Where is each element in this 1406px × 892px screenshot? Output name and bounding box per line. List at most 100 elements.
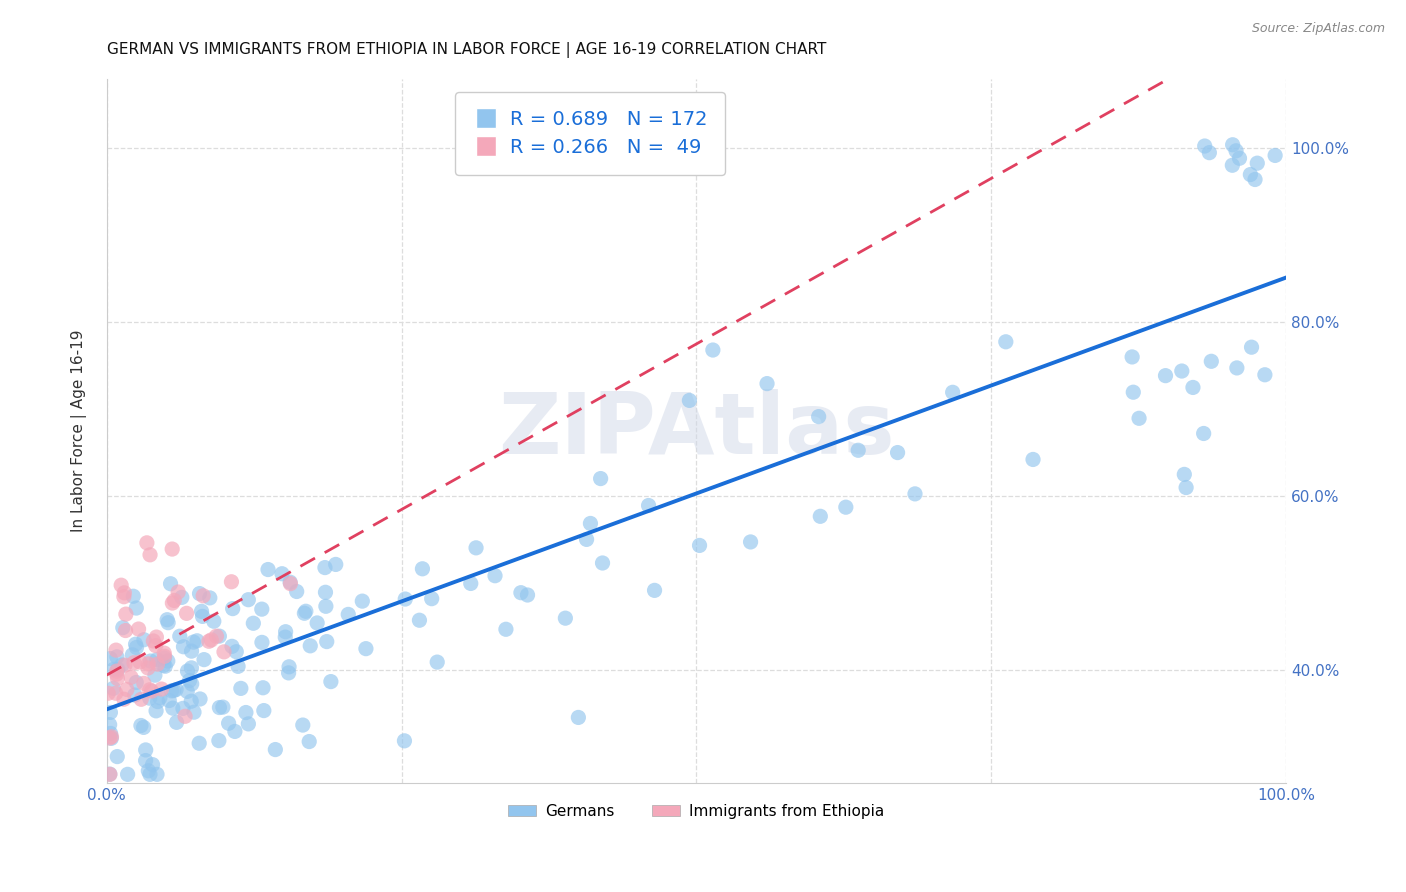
Point [155, 659, 177, 673]
Point [180, 661, 202, 675]
Point [163, 683, 186, 698]
Point [1226, 360, 1249, 375]
Point [107, 662, 129, 676]
Point [188, 586, 211, 600]
Point [112, 692, 135, 706]
Point [172, 640, 194, 654]
Point [97, 686, 120, 700]
Point [152, 658, 174, 673]
Point [157, 693, 180, 707]
Point [394, 734, 416, 748]
Point [678, 393, 700, 408]
Point [589, 472, 612, 486]
Legend: Germans, Immigrants from Ethiopia: Germans, Immigrants from Ethiopia [502, 797, 890, 825]
Point [115, 607, 138, 621]
Point [250, 635, 273, 649]
Point [105, 649, 128, 664]
Point [484, 568, 506, 582]
Point [252, 681, 274, 695]
Point [218, 716, 240, 731]
Point [121, 648, 143, 662]
Point [337, 607, 360, 622]
Point [1254, 368, 1277, 382]
Point [142, 634, 165, 648]
Point [202, 614, 225, 628]
Point [160, 542, 183, 557]
Point [157, 615, 180, 630]
Point [238, 717, 260, 731]
Point [105, 749, 128, 764]
Point [128, 655, 150, 669]
Point [122, 656, 145, 670]
Point [1264, 148, 1286, 162]
Point [176, 684, 198, 698]
Point [579, 516, 602, 531]
Point [149, 690, 172, 705]
Point [1229, 151, 1251, 165]
Point [146, 694, 169, 708]
Point [298, 734, 321, 748]
Point [285, 584, 308, 599]
Point [139, 654, 162, 668]
Point [808, 509, 831, 524]
Point [183, 635, 205, 649]
Point [235, 706, 257, 720]
Point [100, 730, 122, 744]
Point [1201, 354, 1223, 368]
Point [105, 667, 128, 681]
Point [274, 630, 297, 644]
Point [756, 376, 779, 391]
Point [886, 445, 908, 459]
Point [141, 684, 163, 698]
Point [295, 604, 318, 618]
Point [153, 649, 176, 664]
Point [280, 576, 302, 591]
Point [174, 709, 197, 723]
Point [274, 624, 297, 639]
Point [193, 652, 215, 666]
Point [138, 764, 160, 778]
Point [354, 641, 377, 656]
Point [1198, 145, 1220, 160]
Point [575, 533, 598, 547]
Point [315, 599, 337, 614]
Point [1246, 156, 1268, 170]
Point [170, 591, 193, 605]
Point [299, 639, 322, 653]
Point [212, 700, 235, 714]
Point [145, 639, 167, 653]
Point [145, 704, 167, 718]
Point [319, 674, 342, 689]
Point [1173, 467, 1195, 482]
Point [172, 701, 194, 715]
Point [135, 536, 157, 550]
Text: Source: ZipAtlas.com: Source: ZipAtlas.com [1251, 22, 1385, 36]
Point [253, 704, 276, 718]
Point [176, 607, 198, 621]
Point [205, 629, 228, 643]
Point [689, 538, 711, 552]
Point [225, 645, 247, 659]
Point [278, 660, 301, 674]
Point [103, 662, 125, 676]
Point [1222, 137, 1244, 152]
Point [103, 681, 125, 696]
Point [180, 644, 202, 658]
Point [426, 655, 449, 669]
Point [226, 659, 249, 673]
Point [142, 757, 165, 772]
Point [315, 634, 337, 648]
Point [111, 658, 134, 673]
Point [208, 700, 231, 714]
Point [208, 629, 231, 643]
Point [124, 688, 146, 702]
Point [1181, 380, 1204, 394]
Point [394, 592, 416, 607]
Point [278, 575, 301, 590]
Point [163, 593, 186, 607]
Point [112, 590, 135, 604]
Point [200, 632, 222, 647]
Point [176, 664, 198, 678]
Point [156, 654, 179, 668]
Point [132, 720, 155, 734]
